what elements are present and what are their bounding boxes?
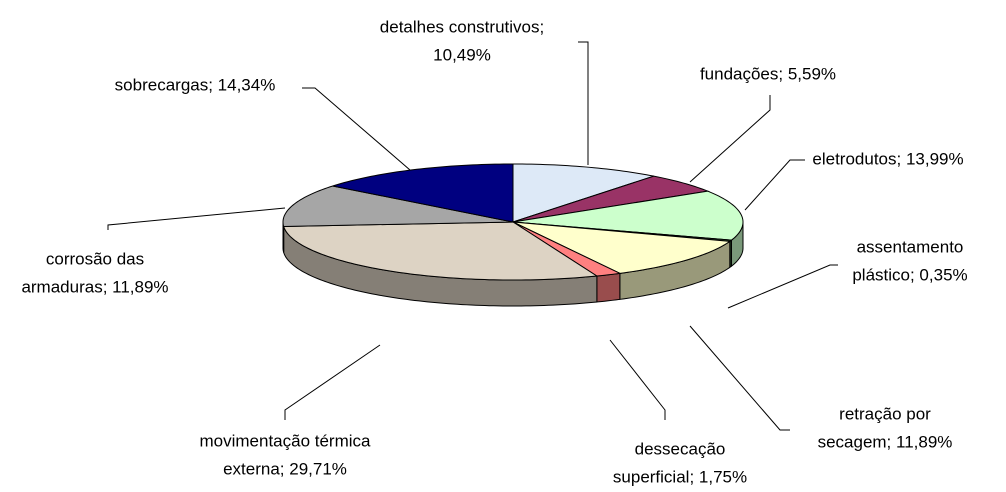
slice	[282, 185, 514, 227]
leader-line	[609, 339, 666, 420]
leader-line	[744, 159, 805, 211]
slice	[512, 221, 622, 277]
leader-line	[107, 207, 286, 230]
leader-line	[689, 95, 771, 183]
data-label: plástico; 0,35%	[852, 265, 967, 284]
data-label: assentamento	[857, 237, 964, 256]
leader-line	[689, 325, 790, 431]
data-label: secagem; 11,89%	[818, 432, 953, 451]
data-label: 10,49%	[433, 45, 491, 64]
slice	[332, 163, 514, 223]
leader-line	[302, 87, 411, 171]
data-label: superficial; 1,75%	[613, 467, 747, 486]
data-label: movimentação térmica	[199, 431, 371, 450]
slice	[512, 175, 710, 223]
slice-side	[596, 272, 621, 303]
slice	[282, 221, 599, 281]
data-label: sobrecargas; 14,34%	[115, 75, 276, 94]
data-label: armaduras; 11,89%	[21, 277, 168, 296]
data-label: eletrodutos; 13,99%	[812, 149, 963, 168]
slice	[512, 190, 744, 241]
leader-line	[578, 41, 589, 165]
data-label: dessecação	[635, 439, 726, 458]
data-label: corrosão das	[46, 249, 144, 268]
data-label: retração por	[839, 404, 931, 423]
slice	[512, 163, 655, 223]
data-label: externa; 29,71%	[223, 459, 347, 478]
data-label: fundações; 5,59%	[700, 64, 836, 83]
leader-line	[727, 264, 838, 309]
leader-line	[284, 344, 381, 420]
data-label: detalhes construtivos;	[380, 17, 544, 36]
slice	[512, 221, 732, 274]
